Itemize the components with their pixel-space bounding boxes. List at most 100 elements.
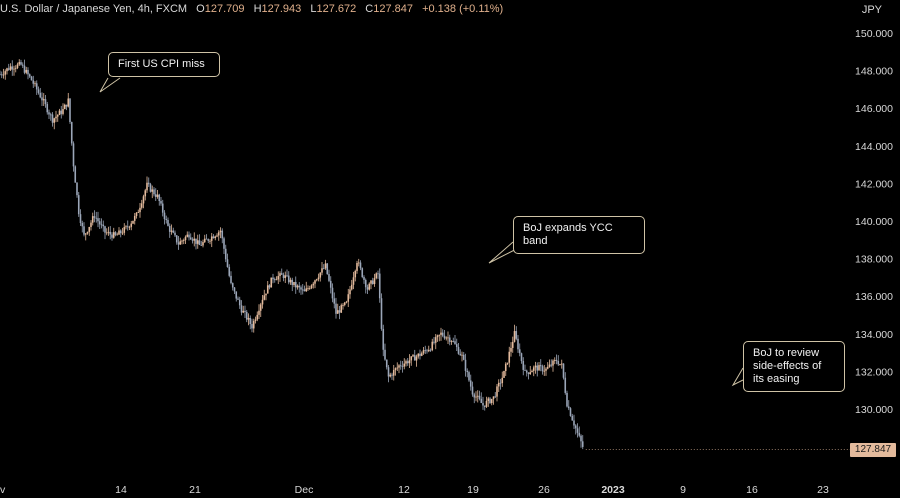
candle-body <box>356 262 358 271</box>
low-value: 127.672 <box>316 3 357 15</box>
candle-body <box>447 337 449 339</box>
candle-body <box>408 360 411 364</box>
candle-body <box>522 361 525 370</box>
candle-body <box>480 398 483 403</box>
y-tick-label: 132.000 <box>855 366 893 378</box>
candle-body <box>534 365 537 368</box>
candle-body <box>210 236 213 241</box>
candle-body <box>520 353 523 362</box>
candle-body <box>91 216 94 223</box>
candle-body <box>217 232 220 236</box>
candle-body <box>497 382 500 387</box>
candle-body <box>163 212 166 220</box>
candle-body <box>475 396 477 398</box>
candle-body <box>161 203 164 213</box>
candle-body <box>81 222 84 227</box>
candle-body <box>175 235 178 243</box>
candle-body <box>275 279 278 281</box>
candle-body <box>109 231 112 235</box>
candle-body <box>335 303 337 314</box>
candle-body <box>518 349 521 354</box>
candle-body <box>312 283 315 286</box>
candle-body <box>308 288 311 289</box>
candle-body <box>483 405 486 407</box>
candle-body <box>539 365 542 367</box>
candle-body <box>224 248 227 260</box>
candle-body <box>149 184 152 192</box>
candle-body <box>529 372 532 374</box>
candle-body <box>4 71 7 75</box>
candle-body <box>88 226 91 232</box>
x-tick-label: 14 <box>115 484 127 496</box>
candle-body <box>415 356 418 361</box>
candle-body <box>324 263 327 269</box>
candle-body <box>245 311 248 320</box>
x-tick-label: 23 <box>817 484 829 496</box>
candle-body <box>111 234 113 238</box>
candle-body <box>167 220 169 226</box>
y-tick-label: 142.000 <box>855 178 893 190</box>
candle-body <box>34 83 36 85</box>
candle-body <box>300 287 302 290</box>
candle-body <box>441 332 444 336</box>
candle-body <box>429 349 432 351</box>
candle-body <box>56 114 59 117</box>
candle-body <box>284 275 287 278</box>
candle-body <box>154 194 157 197</box>
callout-pointer <box>99 77 121 93</box>
candle-body <box>406 361 409 364</box>
candle-body <box>567 406 570 409</box>
candle-body <box>336 310 339 314</box>
candle-body <box>532 367 535 371</box>
candle-body <box>322 268 325 270</box>
x-tick-label: 16 <box>746 484 758 496</box>
candle-body <box>55 116 57 119</box>
candle-body <box>366 287 369 290</box>
candle-body <box>231 283 234 288</box>
candle-body <box>550 364 553 366</box>
candle-body <box>452 341 455 342</box>
candle-body <box>191 239 194 241</box>
candle-body <box>6 68 8 72</box>
candle-body <box>207 239 210 241</box>
candle-body <box>553 359 556 361</box>
candle-body <box>156 194 159 197</box>
candle-body <box>244 310 246 312</box>
y-tick-label: 138.000 <box>855 254 893 266</box>
y-tick-label: 136.000 <box>855 291 893 303</box>
candle-body <box>242 310 245 313</box>
candle-body <box>440 332 442 335</box>
candle-body <box>268 285 271 288</box>
candle-body <box>112 232 115 238</box>
candle-body <box>564 377 567 393</box>
candle-body <box>277 276 280 280</box>
candle-body <box>223 238 225 249</box>
candle-body <box>142 196 145 204</box>
candle-body <box>576 428 579 433</box>
symbol-title: U.S. Dollar / Japanese Yen, 4h, FXCM <box>0 3 188 15</box>
candle-body <box>203 238 206 243</box>
candle-body <box>259 304 262 311</box>
candle-body <box>307 288 309 290</box>
candle-body <box>524 369 526 371</box>
candle-body <box>422 350 425 354</box>
candle-body <box>490 398 493 404</box>
candle-body <box>433 341 435 343</box>
candle-body <box>305 288 308 292</box>
candle-body <box>251 324 253 329</box>
change-value: +0.138 (+0.11%) <box>422 3 504 15</box>
price-axis: 150.000 148.000 146.000 144.000 142.000 140.0… <box>855 28 893 416</box>
candle-body <box>240 305 243 313</box>
candle-body <box>130 223 133 227</box>
candle-body <box>315 279 318 281</box>
candle-body <box>394 368 397 371</box>
candle-body <box>58 110 61 115</box>
candle-body <box>261 299 264 305</box>
candle-body <box>413 355 416 361</box>
candle-body <box>51 114 54 123</box>
candle-body <box>525 370 528 373</box>
candle-body <box>200 244 203 246</box>
candle-body <box>228 267 231 276</box>
candle-body <box>42 99 45 101</box>
